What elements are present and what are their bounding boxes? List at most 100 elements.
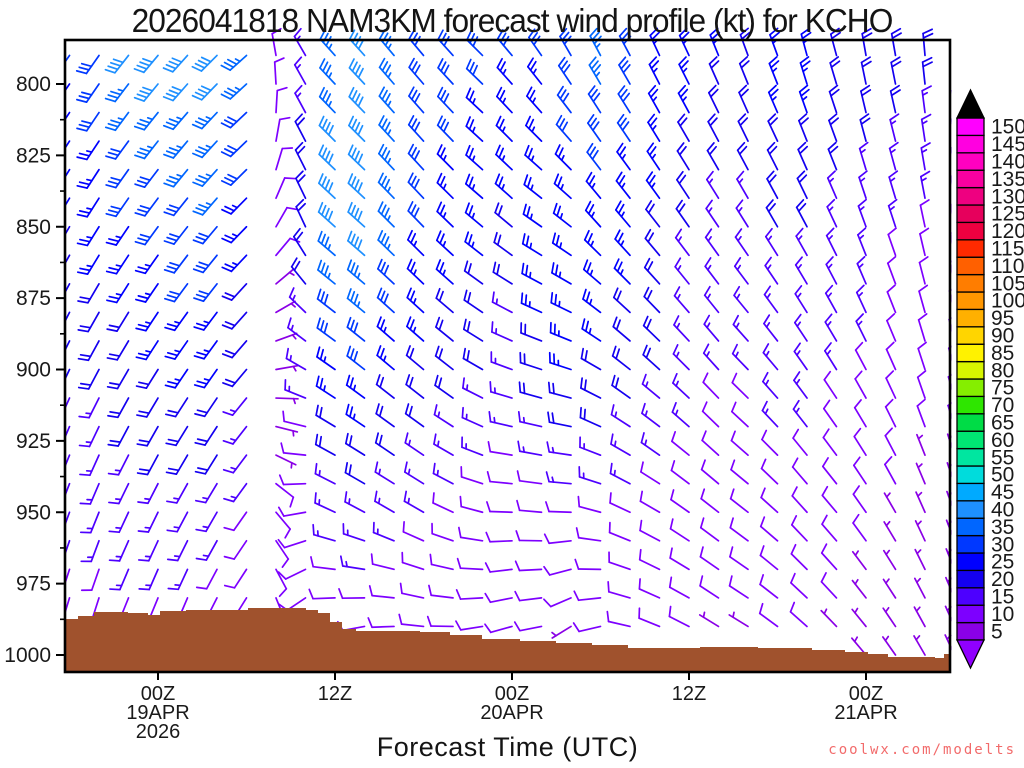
wind-barb (854, 341, 867, 371)
wind-barb (588, 56, 602, 85)
wind-barb (737, 113, 749, 142)
wind-barb (882, 606, 897, 628)
colorbar-label: 15 (991, 586, 1014, 609)
wind-barb (579, 436, 602, 456)
wind-barb (607, 581, 631, 599)
wind-barb (436, 230, 454, 257)
wind-barb (338, 588, 366, 600)
wind-barb (221, 254, 248, 273)
wind-barb (584, 200, 602, 228)
wind-barb (193, 368, 218, 389)
wind-barb (192, 140, 218, 159)
x-tick-label: 12Z (672, 683, 706, 705)
wind-barb (764, 256, 779, 285)
wind-barb (138, 568, 159, 591)
wind-barb (919, 227, 930, 257)
wind-barb (275, 237, 301, 257)
wind-barb (884, 427, 897, 456)
wind-barb (794, 285, 808, 314)
wind-barb (914, 520, 926, 542)
wind-barb (495, 144, 513, 171)
wind-barb (220, 111, 248, 129)
wind-barb (517, 440, 543, 456)
wind-barb (192, 254, 218, 274)
y-tick-label: 850 (16, 216, 51, 239)
wind-barb (795, 227, 808, 257)
colorbar-over-arrow (955, 88, 986, 119)
wind-barb (557, 56, 572, 85)
wind-barb (763, 285, 779, 314)
wind-barb (527, 57, 543, 85)
wind-barb (551, 625, 572, 639)
wind-barb (514, 590, 543, 602)
wind-barb (464, 202, 484, 228)
wind-barb (76, 197, 100, 218)
wind-barb (555, 114, 572, 142)
wind-barb (408, 86, 425, 114)
wind-barb (374, 432, 395, 456)
wind-barb (192, 225, 218, 245)
colorbar-label: 105 (991, 272, 1024, 295)
wind-barb (734, 228, 749, 257)
wind-barb (135, 283, 159, 303)
colorbar-label: 80 (991, 359, 1014, 382)
wind-barb (731, 401, 749, 428)
wind-barb (705, 199, 720, 228)
wind-barb (676, 170, 690, 200)
x-tick-label: 12Z (318, 683, 352, 705)
wind-barb (193, 311, 218, 331)
wind-barb (378, 115, 395, 142)
wind-barb (673, 315, 690, 342)
y-tick-label: 825 (16, 144, 51, 167)
wind-barb (951, 61, 952, 63)
wind-barb (670, 460, 690, 485)
wind-barb (860, 84, 872, 114)
wind-barb (489, 381, 513, 399)
wind-barb (133, 83, 159, 102)
wind-barb (318, 115, 336, 142)
wind-barb (407, 172, 425, 200)
wind-barb (375, 403, 395, 428)
wind-barb (913, 577, 926, 599)
wind-barb (886, 284, 897, 314)
wind-barb (610, 433, 631, 456)
wind-barb (709, 27, 721, 57)
colorbar-cell (956, 447, 985, 467)
wind-barb (917, 341, 927, 371)
wind-barb (195, 511, 218, 533)
wind-barb (698, 611, 720, 628)
wind-barb (769, 27, 780, 57)
wind-barb (104, 54, 130, 74)
wind-barb (798, 84, 810, 114)
wind-barb (405, 345, 425, 371)
wind-barb (618, 56, 631, 85)
wind-barb (616, 142, 631, 171)
colorbar-cell (956, 395, 985, 415)
wind-barb (275, 332, 298, 342)
wind-barb (80, 568, 100, 592)
wind-barb (166, 539, 189, 562)
wind-barb (916, 433, 926, 456)
wind-barb (606, 610, 631, 628)
wind-barb (708, 84, 720, 114)
x-tick-label: 00Z (141, 683, 175, 705)
wind-barb (342, 523, 366, 542)
wind-barb (77, 368, 100, 390)
wind-barb (638, 578, 661, 599)
wind-barb (547, 381, 572, 399)
watermark: coolwx.com/modelts (828, 742, 1016, 758)
wind-barb (65, 83, 71, 93)
wind-barb (517, 410, 543, 428)
wind-barb (704, 228, 720, 257)
wind-barb (275, 206, 298, 228)
wind-barb (732, 314, 749, 342)
wind-barb (294, 141, 307, 171)
wind-barb (494, 202, 513, 228)
wind-barb (399, 582, 425, 599)
wind-barb (191, 54, 218, 72)
wind-barb (610, 404, 631, 428)
y-axis-labels: 800 825 850 875 900 925 950 975 1000 (4, 73, 51, 667)
wind-barb (643, 257, 661, 285)
wind-barb (916, 370, 927, 399)
wind-barb (516, 499, 543, 514)
